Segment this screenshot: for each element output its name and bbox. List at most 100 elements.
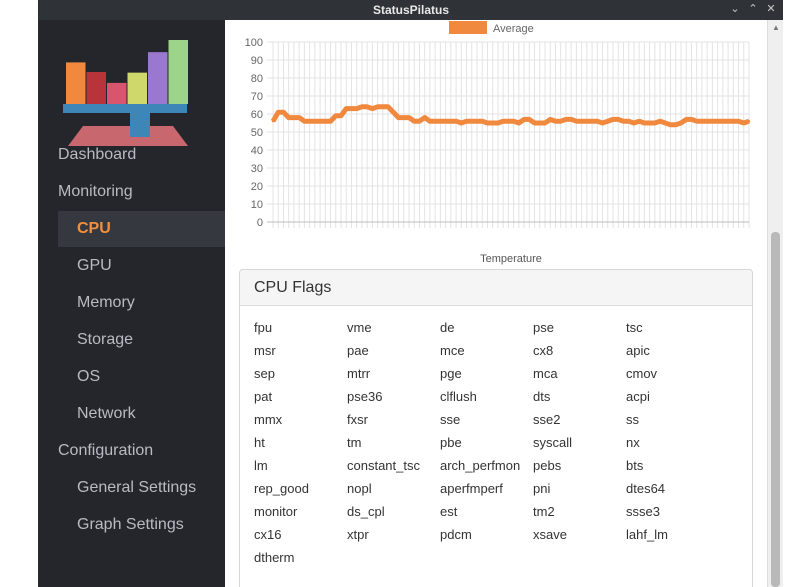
y-tick-label: 40 xyxy=(251,145,263,157)
data-point xyxy=(747,120,751,123)
data-point xyxy=(460,121,463,125)
cpu-flag-item: lm xyxy=(254,458,268,473)
sidebar-item-cpu[interactable]: CPU xyxy=(58,211,225,247)
data-point xyxy=(580,120,583,123)
data-point xyxy=(365,105,369,109)
scroll-up-icon[interactable]: ▲ xyxy=(772,23,780,32)
data-point xyxy=(617,118,620,121)
data-point xyxy=(360,105,364,109)
data-point xyxy=(549,118,552,121)
y-tick-label: 30 xyxy=(251,163,263,175)
data-point xyxy=(533,121,536,125)
data-point xyxy=(664,121,667,125)
data-point xyxy=(632,121,636,125)
x-axis-label: Temperature xyxy=(480,253,542,265)
data-point xyxy=(700,120,704,123)
sidebar-item-general-settings[interactable]: General Settings xyxy=(77,479,197,496)
data-point xyxy=(643,121,646,125)
data-point xyxy=(465,120,468,123)
data-point xyxy=(512,120,515,123)
sidebar: Dashboard Monitoring CPU GPU Memory Storage OS… xyxy=(39,20,225,587)
logo-bar xyxy=(148,52,168,104)
data-point xyxy=(297,116,301,119)
cpu-flag-item: cx16 xyxy=(254,527,282,542)
data-point xyxy=(318,120,322,123)
y-tick-label: 60 xyxy=(251,109,263,121)
cpu-flag-item: msr xyxy=(254,343,276,358)
sidebar-item-dashboard[interactable]: Dashboard xyxy=(58,146,137,163)
data-point xyxy=(329,120,332,123)
sidebar-item-memory[interactable]: Memory xyxy=(77,294,135,311)
y-tick-label: 0 xyxy=(257,217,263,229)
cpu-flag-item: dts xyxy=(533,389,551,404)
y-tick-label: 100 xyxy=(245,37,263,49)
data-point xyxy=(501,120,505,123)
sidebar-item-storage[interactable]: Storage xyxy=(77,331,134,348)
logo-base xyxy=(68,126,188,146)
data-point xyxy=(371,107,374,110)
logo-bar xyxy=(168,40,188,104)
cpu-flag-item: nx xyxy=(626,435,640,450)
data-point xyxy=(648,121,651,125)
data-point xyxy=(528,118,531,121)
data-point xyxy=(481,120,484,123)
minimize-icon[interactable]: ⌄ xyxy=(730,3,740,15)
window-titlebar[interactable]: StatusPilatus ⌄ ⌃ ✕ xyxy=(39,0,783,20)
data-point xyxy=(690,118,693,121)
data-point xyxy=(569,118,573,121)
maximize-icon[interactable]: ⌃ xyxy=(748,3,758,15)
data-point xyxy=(653,121,657,125)
data-point xyxy=(303,120,306,123)
sidebar-item-gpu[interactable]: GPU xyxy=(77,257,112,274)
sidebar-item-os[interactable]: OS xyxy=(77,368,101,385)
data-point xyxy=(611,118,615,121)
data-point xyxy=(627,120,630,123)
cpu-flag-item: mmx xyxy=(254,412,283,427)
data-point xyxy=(386,105,390,109)
data-point xyxy=(449,120,453,123)
data-point xyxy=(716,120,719,123)
sidebar-item-graph-settings[interactable]: Graph Settings xyxy=(77,516,184,533)
logo-beam xyxy=(63,104,187,113)
legend-label: Average xyxy=(493,23,534,35)
sidebar-item-configuration[interactable]: Configuration xyxy=(58,442,154,459)
data-point xyxy=(475,120,479,123)
vertical-scrollbar[interactable]: ▲ xyxy=(767,20,783,587)
y-tick-label: 10 xyxy=(251,199,263,211)
data-point xyxy=(737,120,740,123)
cpu-flag-item: ss xyxy=(626,412,639,427)
chart-legend[interactable]: Average xyxy=(449,21,534,35)
sidebar-item-monitoring[interactable]: Monitoring xyxy=(58,183,133,200)
data-point xyxy=(679,121,683,125)
sidebar-item-network[interactable]: Network xyxy=(77,405,136,422)
app-window: StatusPilatus ⌄ ⌃ ✕ Dashboard Monitoring C… xyxy=(38,0,783,587)
logo-bar xyxy=(127,72,147,104)
cpu-flag-item: vme xyxy=(347,320,372,335)
scrollbar-thumb[interactable] xyxy=(771,232,780,587)
data-point xyxy=(658,120,662,123)
data-point xyxy=(287,116,290,119)
data-point xyxy=(345,107,348,110)
data-point xyxy=(622,120,625,123)
data-point xyxy=(433,120,437,123)
window-title: StatusPilatus xyxy=(372,3,450,17)
data-point xyxy=(564,118,568,121)
cpu-flag-item: acpi xyxy=(626,389,650,404)
data-point xyxy=(397,116,400,119)
cpu-flag-item: pbe xyxy=(440,435,462,450)
data-point xyxy=(637,120,641,123)
cpu-flag-item: est xyxy=(440,504,458,519)
data-point xyxy=(413,120,416,123)
cpu-flag-item: tm xyxy=(347,435,362,450)
close-icon[interactable]: ✕ xyxy=(766,3,776,15)
cpu-flag-item: de xyxy=(440,320,455,335)
cpu-flag-item: pse xyxy=(533,320,554,335)
y-tick-label: 50 xyxy=(251,127,263,139)
cpu-flag-item: pdcm xyxy=(440,527,472,542)
cpu-flag-item: xsave xyxy=(533,527,567,542)
data-point xyxy=(695,120,698,123)
data-point xyxy=(674,123,677,127)
logo-bar xyxy=(66,62,86,104)
cpu-flag-item: xtpr xyxy=(347,527,369,542)
data-point xyxy=(705,120,709,123)
